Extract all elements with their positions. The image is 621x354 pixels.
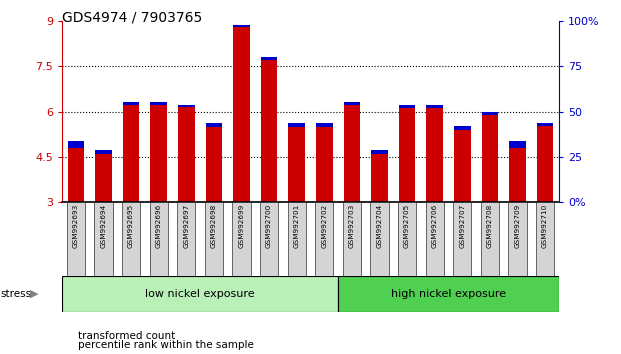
Bar [398, 202, 416, 276]
Bar [178, 107, 194, 202]
Bar [316, 127, 333, 202]
Bar [62, 276, 338, 312]
Text: GSM992710: GSM992710 [542, 204, 548, 248]
Text: low nickel exposure: low nickel exposure [145, 289, 255, 299]
Text: GSM992702: GSM992702 [321, 204, 327, 248]
Bar [288, 202, 306, 276]
Text: ▶: ▶ [30, 289, 39, 299]
Bar [123, 102, 139, 105]
Bar [150, 202, 168, 276]
Bar [509, 141, 526, 148]
Text: GSM992707: GSM992707 [460, 204, 465, 248]
Bar [427, 105, 443, 108]
Bar [206, 123, 222, 127]
Bar [371, 150, 388, 154]
Bar [261, 60, 278, 202]
Bar [205, 202, 223, 276]
Text: GSM992697: GSM992697 [183, 204, 189, 248]
Bar [425, 202, 444, 276]
Bar [338, 276, 559, 312]
Bar [343, 202, 361, 276]
Text: GSM992709: GSM992709 [515, 204, 520, 248]
Bar [481, 202, 499, 276]
Bar [427, 108, 443, 202]
Text: GSM992694: GSM992694 [101, 204, 106, 248]
Bar [482, 115, 498, 202]
Bar [67, 202, 85, 276]
Bar [150, 105, 167, 202]
Bar [68, 141, 84, 148]
Text: GSM992701: GSM992701 [294, 204, 300, 248]
Bar [288, 123, 305, 127]
Text: GSM992704: GSM992704 [376, 204, 383, 248]
Bar [206, 127, 222, 202]
Bar [509, 148, 526, 202]
Text: transformed count: transformed count [78, 331, 175, 341]
Bar [95, 154, 112, 202]
Bar [177, 202, 196, 276]
Bar [371, 154, 388, 202]
Text: percentile rank within the sample: percentile rank within the sample [78, 340, 253, 350]
Bar [454, 130, 471, 202]
Text: high nickel exposure: high nickel exposure [391, 289, 506, 299]
Bar [260, 202, 278, 276]
Text: GSM992705: GSM992705 [404, 204, 410, 248]
Bar [232, 202, 251, 276]
Text: GSM992695: GSM992695 [128, 204, 134, 248]
Text: GSM992703: GSM992703 [349, 204, 355, 248]
Bar [94, 202, 112, 276]
Bar [315, 202, 333, 276]
Bar [316, 123, 333, 127]
Bar [68, 148, 84, 202]
Bar [122, 202, 140, 276]
Bar [233, 25, 250, 27]
Bar [509, 202, 527, 276]
Bar [261, 57, 278, 60]
Text: GSM992700: GSM992700 [266, 204, 272, 248]
Bar [537, 123, 553, 126]
Bar [454, 126, 471, 130]
Bar [537, 126, 553, 202]
Bar [95, 150, 112, 154]
Bar [288, 127, 305, 202]
Bar [399, 108, 415, 202]
Text: GSM992696: GSM992696 [156, 204, 161, 248]
Bar [178, 105, 194, 107]
Bar [343, 105, 360, 202]
Bar [453, 202, 471, 276]
Text: GSM992693: GSM992693 [73, 204, 79, 248]
Bar [370, 202, 389, 276]
Bar [233, 27, 250, 202]
Text: GSM992698: GSM992698 [211, 204, 217, 248]
Text: GSM992706: GSM992706 [432, 204, 438, 248]
Bar [482, 112, 498, 115]
Bar [123, 105, 139, 202]
Text: GSM992699: GSM992699 [238, 204, 245, 248]
Text: GDS4974 / 7903765: GDS4974 / 7903765 [62, 11, 202, 25]
Text: stress: stress [1, 289, 32, 299]
Bar [536, 202, 554, 276]
Bar [343, 102, 360, 105]
Bar [150, 102, 167, 105]
Text: GSM992708: GSM992708 [487, 204, 493, 248]
Bar [399, 105, 415, 108]
